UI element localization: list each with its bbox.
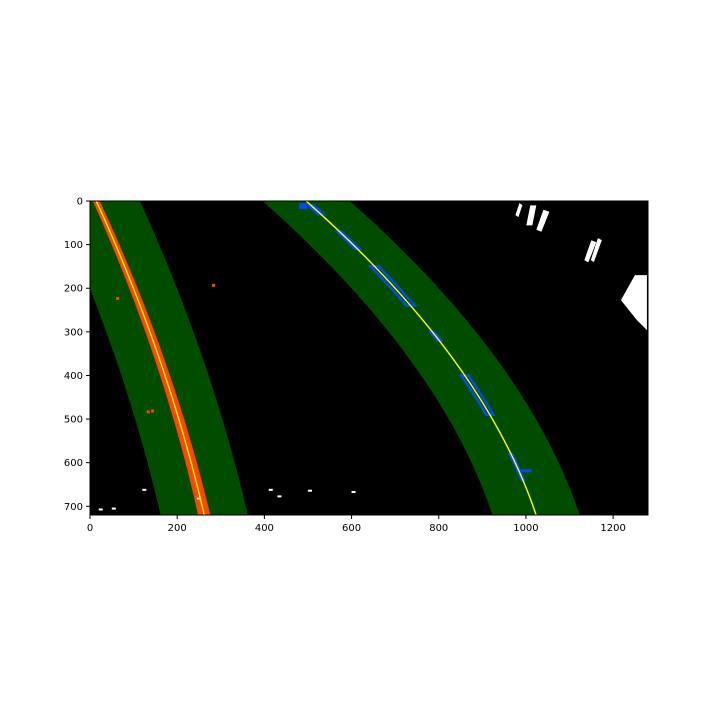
right-lane-pixels (367, 265, 418, 307)
left-lane-speck (212, 283, 216, 287)
other-pixels-speck (277, 495, 282, 498)
right-lane-pixels (305, 204, 327, 216)
axes-area (89, 200, 649, 516)
left-lane-speck (194, 484, 198, 488)
left-lane-speck (177, 405, 181, 409)
other-pixels (515, 203, 523, 218)
x-tick-label: 600 (342, 523, 361, 534)
other-pixels (584, 240, 597, 263)
x-axis: 0 200 400 600 800 1000 1200 (87, 515, 626, 534)
other-pixels (536, 209, 550, 232)
x-tick-label: 0 (87, 523, 93, 534)
left-fit-line (95, 201, 205, 515)
y-tick-label: 400 (64, 371, 83, 382)
other-pixels-speck (351, 491, 356, 494)
other-pixels-speck (307, 489, 312, 492)
y-axis: 0 100 200 300 400 500 600 700 (64, 197, 90, 513)
other-pixels (590, 238, 602, 263)
x-tick-label: 1200 (600, 523, 625, 534)
right-lane-pixels (458, 374, 496, 416)
y-tick-label: 200 (64, 284, 83, 295)
x-tick-label: 1000 (513, 523, 538, 534)
other-pixels-speck (196, 497, 201, 500)
right-lane-speck (521, 469, 532, 473)
right-fit-line (305, 201, 537, 515)
other-pixels-speck (111, 507, 116, 510)
x-tick-label: 200 (168, 523, 187, 534)
other-pixels-speck (98, 508, 103, 511)
y-tick-label: 700 (64, 502, 83, 513)
right-search-window (262, 201, 580, 515)
left-lane-speck (198, 488, 202, 492)
left-lane-speck (116, 296, 120, 300)
right-lane-pixels (428, 330, 444, 342)
other-pixels-speck (142, 488, 147, 491)
other-pixels (526, 205, 537, 226)
right-lane-speck (299, 203, 308, 210)
image-content (90, 201, 647, 515)
other-pixels (620, 275, 647, 331)
axes-frame (89, 200, 649, 516)
right-lane-pixels (507, 452, 527, 482)
other-pixels-speck (268, 488, 273, 491)
left-lane-speck (146, 410, 150, 414)
x-tick-label: 400 (255, 523, 274, 534)
y-tick-label: 600 (64, 458, 83, 469)
left-lane-speck (151, 409, 155, 413)
left-lane-speck (181, 419, 185, 423)
y-tick-label: 100 (64, 240, 83, 251)
y-tick-label: 500 (64, 415, 83, 426)
left-lane-pixels (92, 201, 211, 515)
x-tick-label: 800 (429, 523, 448, 534)
y-tick-label: 300 (64, 327, 83, 338)
y-tick-label: 0 (77, 197, 83, 208)
right-lane-pixels (334, 230, 363, 251)
